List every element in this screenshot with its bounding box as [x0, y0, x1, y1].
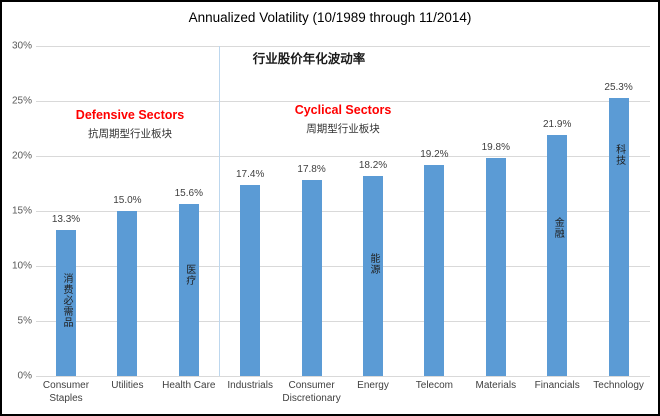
gridline-25 [36, 101, 650, 102]
x-axis-category-label: Industrials [227, 380, 273, 391]
y-axis-tick-label: 20% [11, 150, 32, 162]
data-label: 25.3% [604, 81, 633, 93]
x-axis-category-label: Consumer Discretionary [282, 380, 341, 404]
group-separator-line [219, 46, 220, 376]
bar-inside-chinese-label: 医疗 [183, 264, 195, 286]
y-axis-tick-label: 10% [11, 260, 32, 272]
data-label: 15.0% [113, 195, 142, 206]
bar-technology [608, 97, 629, 376]
cyclical-sectors-chinese-label: 周期型行业板块 [306, 123, 380, 135]
y-axis-tick-label: 25% [11, 95, 32, 107]
data-label: 21.9% [543, 119, 572, 131]
gridline-5 [36, 321, 650, 322]
defensive-sectors-chinese-label: 抗周期型行业板块 [88, 128, 172, 140]
x-axis-category-label: Materials [475, 380, 517, 391]
x-axis-category-label: Telecom [415, 380, 454, 391]
bar-consumer-staples [56, 229, 76, 376]
bar-consumer-discretionary [301, 180, 322, 376]
bar-health-care [178, 204, 199, 376]
data-label: 13.3% [51, 213, 81, 225]
data-label: 15.6% [174, 188, 203, 200]
y-axis-tick-label: 5% [17, 315, 32, 327]
chinese-subtitle: 行业股价年化波动率 [252, 52, 366, 66]
data-label: 19.8% [481, 142, 510, 154]
data-label: 17.8% [297, 164, 326, 176]
data-label: 17.4% [236, 168, 265, 180]
bar-inside-chinese-label: 金融 [552, 217, 564, 239]
gridline-15 [36, 211, 650, 212]
y-axis-tick-label: 15% [11, 205, 32, 217]
bar-inside-chinese-label: 消费必需品 [61, 273, 72, 328]
bar-financials [547, 135, 568, 376]
cyclical-sectors-label: Cyclical Sectors [294, 103, 392, 117]
gridline-0 [36, 376, 650, 377]
bar-telecom [424, 164, 445, 376]
bar-materials [485, 158, 506, 376]
bar-industrials [240, 184, 261, 376]
data-label: 18.2% [358, 159, 388, 171]
y-axis-tick-label: 0% [17, 370, 32, 382]
x-axis-category-label: Technology [593, 380, 644, 391]
data-label: 19.2% [420, 148, 449, 160]
bar-inside-chinese-label: 科技 [613, 144, 625, 166]
defensive-sectors-label: Defensive Sectors [75, 108, 185, 122]
bar-energy [363, 175, 383, 376]
bar-utilities [117, 211, 138, 376]
x-axis-category-label: Financials [534, 380, 580, 391]
y-axis-tick-label: 30% [11, 40, 32, 52]
gridline-20 [36, 156, 650, 157]
x-axis-category-label: Energy [357, 380, 389, 391]
x-axis-category-label: Health Care [162, 380, 216, 391]
bar-inside-chinese-label: 能源 [368, 253, 379, 275]
chart-title: Annualized Volatility (10/1989 through 1… [188, 10, 472, 25]
gridline-30 [36, 46, 650, 47]
gridline-10 [36, 266, 650, 267]
x-axis-category-label: Utilities [111, 380, 144, 391]
x-axis-category-label: Consumer Staples [42, 380, 90, 404]
